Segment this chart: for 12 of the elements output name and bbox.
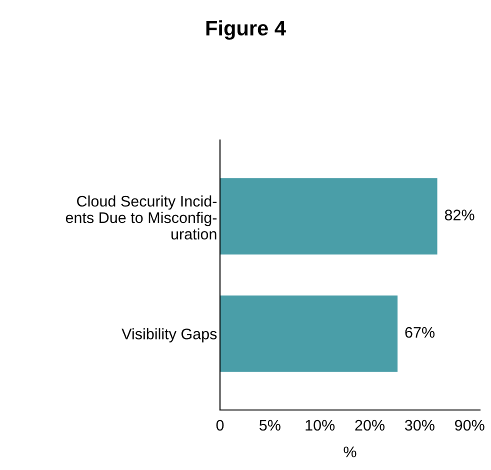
x-axis-title: % <box>344 446 356 458</box>
data-label: 67% <box>405 326 435 338</box>
text: 10% <box>306 420 335 431</box>
text: 90% <box>455 420 484 431</box>
y-tick-label: Visibility Gaps <box>122 328 217 342</box>
text: 5% <box>259 420 280 431</box>
text: 20% <box>355 420 385 431</box>
text: 0 <box>216 420 224 431</box>
y-tick-label: Cloud Security Incid- ents Due to Misconfig- uration <box>66 195 217 240</box>
text: 30% <box>404 420 434 431</box>
data-label: 82% <box>444 210 474 220</box>
chart-title: Figure 4 <box>206 20 286 40</box>
